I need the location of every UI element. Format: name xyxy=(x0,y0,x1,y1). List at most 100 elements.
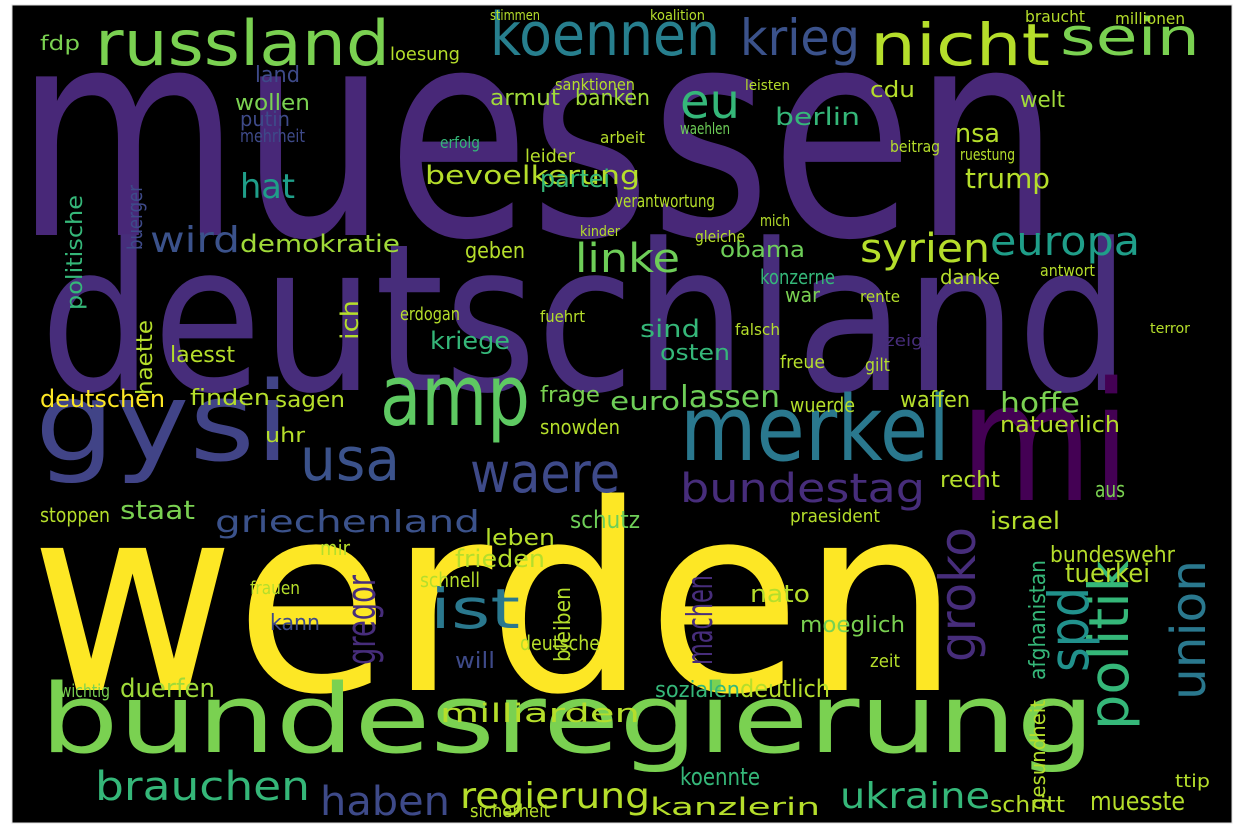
word: erdogan xyxy=(400,304,460,325)
word: sind xyxy=(640,315,700,343)
word: sozialen xyxy=(655,678,740,703)
word: kanzlerin xyxy=(650,793,820,821)
cloud-background xyxy=(11,4,1233,824)
word: deutschland xyxy=(40,201,1130,439)
word: muesste xyxy=(1090,787,1185,817)
word: mehrheit xyxy=(240,126,305,147)
word: obama xyxy=(720,238,805,263)
word: gregor xyxy=(339,575,385,665)
word: griechenland xyxy=(215,505,480,540)
word: cdu xyxy=(870,78,915,103)
word: koennte xyxy=(680,763,760,791)
word: gleiche xyxy=(695,227,745,246)
word: waere xyxy=(470,441,620,505)
word: gysi xyxy=(35,358,290,486)
word: sicherheit xyxy=(470,801,550,822)
word: leisten xyxy=(745,78,790,94)
word: merkel xyxy=(680,377,950,482)
word: finden xyxy=(190,386,270,411)
word: staat xyxy=(120,496,195,526)
word: millionen xyxy=(1115,9,1185,28)
word: mi xyxy=(960,347,1130,539)
word: partei xyxy=(540,165,610,193)
word: osten xyxy=(660,341,730,366)
word: bleiben xyxy=(551,587,576,662)
word: uhr xyxy=(265,423,306,447)
word: haette xyxy=(133,320,158,395)
word: sein xyxy=(1060,8,1200,68)
word: leben xyxy=(485,526,555,551)
word: fuehrt xyxy=(540,307,585,326)
word: deutschen xyxy=(40,385,165,413)
word: union xyxy=(1161,560,1217,700)
word: koennen xyxy=(490,0,720,70)
word: muessen xyxy=(15,0,1060,304)
word: zeit xyxy=(870,651,900,672)
word: kann xyxy=(270,611,320,636)
word: snowden xyxy=(540,415,620,439)
word: euro xyxy=(610,387,680,417)
word: linke xyxy=(575,236,680,282)
word: brauchen xyxy=(95,764,310,810)
word: bundesregierung xyxy=(40,665,1095,775)
word: spd xyxy=(1037,587,1101,672)
word: koalition xyxy=(650,8,705,24)
word: freue xyxy=(780,352,825,373)
word: sagen xyxy=(275,388,345,413)
word: geben xyxy=(465,239,525,264)
word: regierung xyxy=(460,776,650,817)
word: demokratie xyxy=(240,230,400,258)
word: bundeswehr xyxy=(1050,543,1176,568)
word: war xyxy=(785,283,821,307)
word: politik xyxy=(1077,560,1141,730)
word: wird xyxy=(150,220,240,261)
words: muessendeutschlandwerdenbundesregierungm… xyxy=(15,0,1217,825)
word: hoffe xyxy=(1000,386,1080,419)
word: schritt xyxy=(990,793,1065,818)
word: nicht xyxy=(870,11,1050,79)
word: machen xyxy=(680,575,721,665)
word: werden xyxy=(30,450,960,752)
word: afghanistan xyxy=(1026,560,1051,680)
word: eu xyxy=(680,74,740,130)
word: sanktionen xyxy=(555,75,635,94)
word: moeglich xyxy=(800,613,905,638)
word: waffen xyxy=(900,388,970,413)
word: milliarden xyxy=(440,699,640,729)
word: ukraine xyxy=(840,776,990,817)
word: bevoelkerung xyxy=(425,161,640,191)
word: ist xyxy=(430,577,520,641)
word: bundestag xyxy=(680,466,925,512)
word: laesst xyxy=(170,343,235,368)
word: schnell xyxy=(420,568,480,592)
word: wuerde xyxy=(790,393,855,417)
word: ich xyxy=(336,300,364,340)
word: kriege xyxy=(430,327,510,355)
word: syrien xyxy=(860,226,990,272)
word: antwort xyxy=(1040,261,1095,280)
word: tuerkei xyxy=(1065,559,1150,589)
word: usa xyxy=(300,425,400,495)
word: ttip xyxy=(1175,771,1210,792)
word: armut xyxy=(490,86,560,111)
word: fdp xyxy=(40,31,80,55)
word: leider xyxy=(525,146,576,167)
word: gesundheit xyxy=(1026,700,1050,810)
word: danke xyxy=(940,265,1000,289)
word: arbeit xyxy=(600,128,645,147)
word: stoppen xyxy=(40,503,110,527)
word: konzerne xyxy=(760,265,835,289)
word: welt xyxy=(1020,88,1065,113)
word: trump xyxy=(965,162,1050,195)
word: terror xyxy=(1150,321,1190,337)
word: groko xyxy=(929,527,987,662)
word: amp xyxy=(380,347,530,446)
word: ruestung xyxy=(960,145,1015,164)
word: stimmen xyxy=(490,8,540,24)
word: kinder xyxy=(580,224,620,240)
word: braucht xyxy=(1025,7,1085,26)
word: wollen xyxy=(235,91,310,116)
word: russland xyxy=(95,7,390,80)
word: natuerlich xyxy=(1000,413,1120,438)
